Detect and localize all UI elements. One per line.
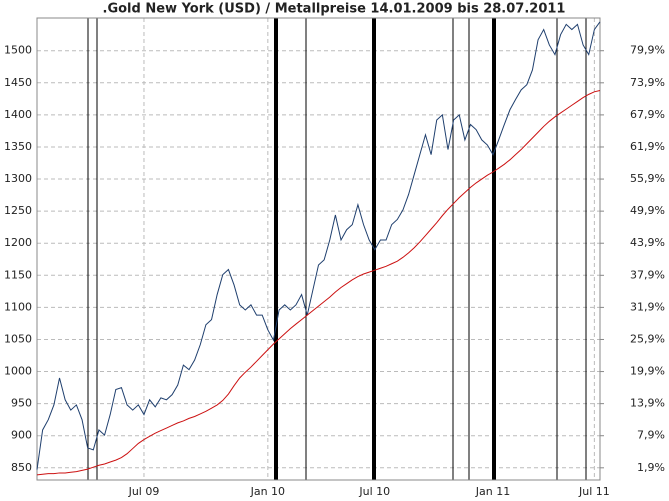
y2-tick-label: 19,9% bbox=[630, 365, 665, 378]
y2-tick-label: 61,9% bbox=[630, 140, 665, 153]
x-tick-label: Jul 09 bbox=[128, 485, 160, 498]
event-lines bbox=[87, 18, 587, 480]
y-tick-label: 1350 bbox=[4, 140, 32, 153]
y-tick-label: 900 bbox=[11, 429, 32, 442]
y-tick-label: 1100 bbox=[4, 300, 32, 313]
series-line bbox=[36, 21, 601, 470]
x-tick-label: Jan 11 bbox=[475, 485, 510, 498]
y2-tick-label: 55,9% bbox=[630, 172, 665, 185]
x-tick-label: Jul 11 bbox=[578, 485, 610, 498]
y-tick-label: 1500 bbox=[4, 44, 32, 57]
x-tick-label: Jul 10 bbox=[358, 485, 390, 498]
y-tick-label: 1200 bbox=[4, 236, 32, 249]
y2-tick-label: 1,9% bbox=[637, 461, 665, 474]
y2-tick-label: 13,9% bbox=[630, 397, 665, 410]
y2-tick-label: 25,9% bbox=[630, 332, 665, 345]
y-tick-label: 1300 bbox=[4, 172, 32, 185]
y-tick-label: 1250 bbox=[4, 204, 32, 217]
chart-title: .Gold New York (USD) / Metallpreise 14.0… bbox=[103, 2, 566, 17]
y-tick-label: 850 bbox=[11, 461, 32, 474]
y2-tick-label: 7,9% bbox=[637, 429, 665, 442]
y-tick-label: 1450 bbox=[4, 76, 32, 89]
y2-tick-label: 79,9% bbox=[630, 44, 665, 57]
y2-tick-label: 43,9% bbox=[630, 236, 665, 249]
y2-tick-label: 37,9% bbox=[630, 268, 665, 281]
plot-frame bbox=[36, 17, 601, 481]
y-tick-label: 1000 bbox=[4, 365, 32, 378]
y2-tick-label: 73,9% bbox=[630, 76, 665, 89]
y2-tick-label: 49,9% bbox=[630, 204, 665, 217]
y-tick-label: 1050 bbox=[4, 332, 32, 345]
y-tick-label: 1150 bbox=[4, 268, 32, 281]
series-line bbox=[36, 90, 601, 476]
x-tick-label: Jan 10 bbox=[250, 485, 285, 498]
y2-tick-label: 67,9% bbox=[630, 108, 665, 121]
y-tick-label: 950 bbox=[11, 397, 32, 410]
y2-tick-label: 31,9% bbox=[630, 300, 665, 313]
y-tick-label: 1400 bbox=[4, 108, 32, 121]
